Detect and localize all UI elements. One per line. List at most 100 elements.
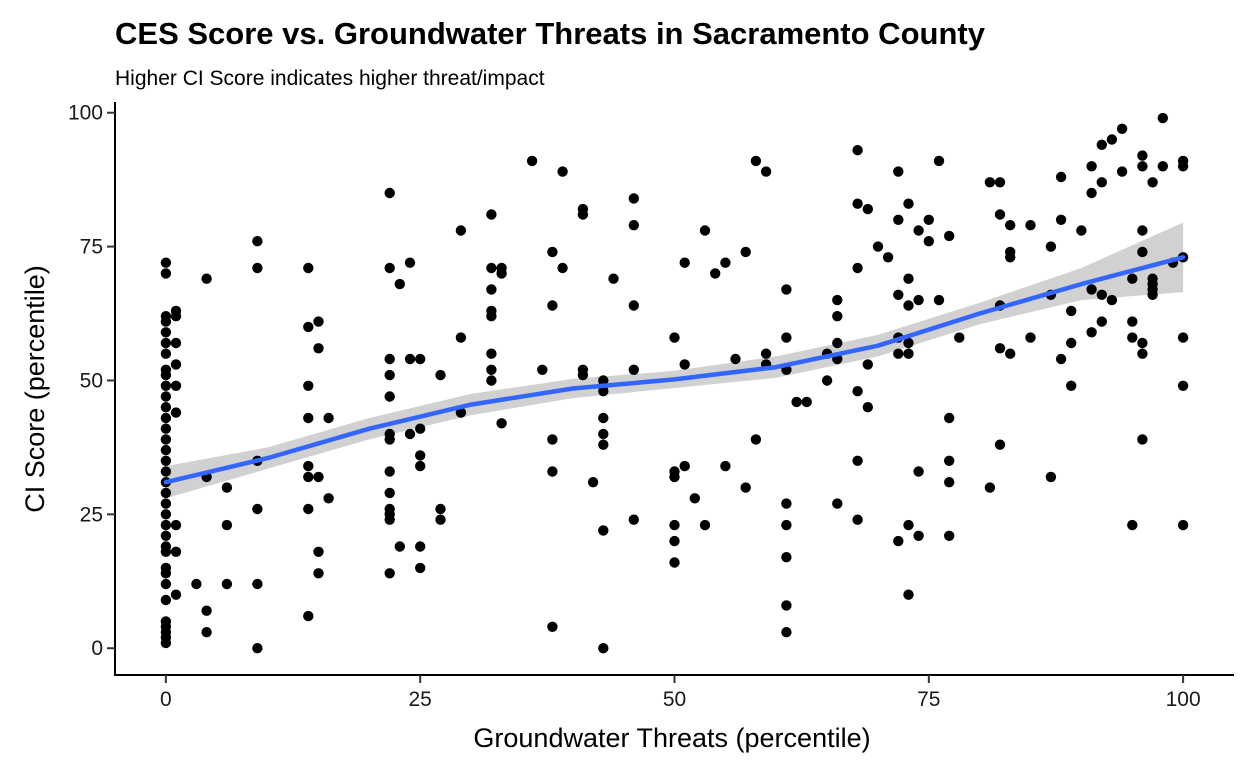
data-point [160,402,172,413]
data-point [923,214,934,225]
data-point [598,643,609,654]
data-point [923,236,934,247]
data-point [944,530,955,541]
data-point [160,568,172,579]
data-point [201,627,212,638]
data-point [1045,241,1057,252]
data-point [669,557,680,568]
data-point [852,514,863,525]
data-point [303,380,314,391]
data-point [1096,177,1108,188]
data-point [628,300,639,311]
data-point [1157,161,1169,172]
data-point [313,316,324,327]
data-point [435,514,446,525]
data-point [1177,161,1189,172]
data-point [750,155,762,167]
y-tick-label: 50 [80,369,103,392]
data-point [1137,150,1148,161]
data-point [160,337,172,349]
data-point [404,257,416,268]
data-point [526,155,538,167]
data-point [384,353,395,365]
data-point [160,257,172,268]
data-point [1086,187,1097,199]
data-point [547,621,558,632]
data-point [160,498,172,509]
x-axis-ticks: 0 25 50 75 100 [160,675,1201,711]
data-point [303,503,314,515]
data-point [160,391,172,402]
data-point [598,439,609,450]
data-point [1005,220,1016,231]
data-point [1086,327,1097,338]
data-point [913,466,924,477]
data-point [832,498,843,509]
data-point [862,359,873,370]
data-point [832,311,843,322]
data-point [944,412,955,424]
data-point [781,519,792,531]
data-point [598,525,609,536]
data-point [252,262,263,274]
data-point [699,225,711,236]
data-point [1137,246,1148,258]
data-point [954,332,965,343]
data-point [170,589,182,600]
data-point [781,552,792,563]
data-point [1177,332,1189,343]
data-point [160,369,172,381]
data-point [994,177,1006,188]
data-point [933,155,945,167]
data-point [384,262,395,274]
data-point [608,273,619,284]
data-point [160,327,172,338]
data-point [170,407,182,418]
x-axis-title: Groundwater Threats (percentile) [473,723,870,753]
data-point [303,262,314,274]
data-point [893,348,904,359]
data-point [893,214,904,225]
data-point [313,343,324,354]
x-tick-label: 50 [663,688,686,711]
data-point [1177,380,1189,391]
data-point [415,423,426,434]
data-point [404,353,416,365]
data-point [699,519,711,531]
data-point [944,455,955,466]
data-point [160,455,172,466]
data-point [303,471,314,483]
data-point [557,166,568,177]
data-point [455,225,467,236]
data-point [486,348,497,359]
data-point [1086,161,1097,172]
data-point [903,273,914,284]
data-point [221,482,233,493]
data-point [1025,332,1036,343]
data-point [598,428,609,440]
data-point [415,460,426,472]
data-point [170,337,182,349]
data-point [730,353,741,365]
y-tick-label: 100 [68,102,103,125]
smooth-trend-line [163,255,1186,485]
data-point [598,412,609,424]
data-point [160,412,172,424]
data-point [801,396,812,408]
confidence-ribbon [165,222,1184,499]
data-point [903,519,914,531]
data-point [486,375,497,386]
data-point [679,460,690,472]
data-point [781,498,792,509]
data-point [1116,123,1128,134]
data-point [415,541,426,552]
data-point [394,278,405,290]
data-point [415,353,426,365]
data-point [1127,332,1138,343]
y-axis-title: CI Score (percentile) [20,265,50,513]
data-point [1086,284,1097,295]
data-point [740,482,751,493]
data-point [384,487,395,499]
data-point [384,369,395,381]
